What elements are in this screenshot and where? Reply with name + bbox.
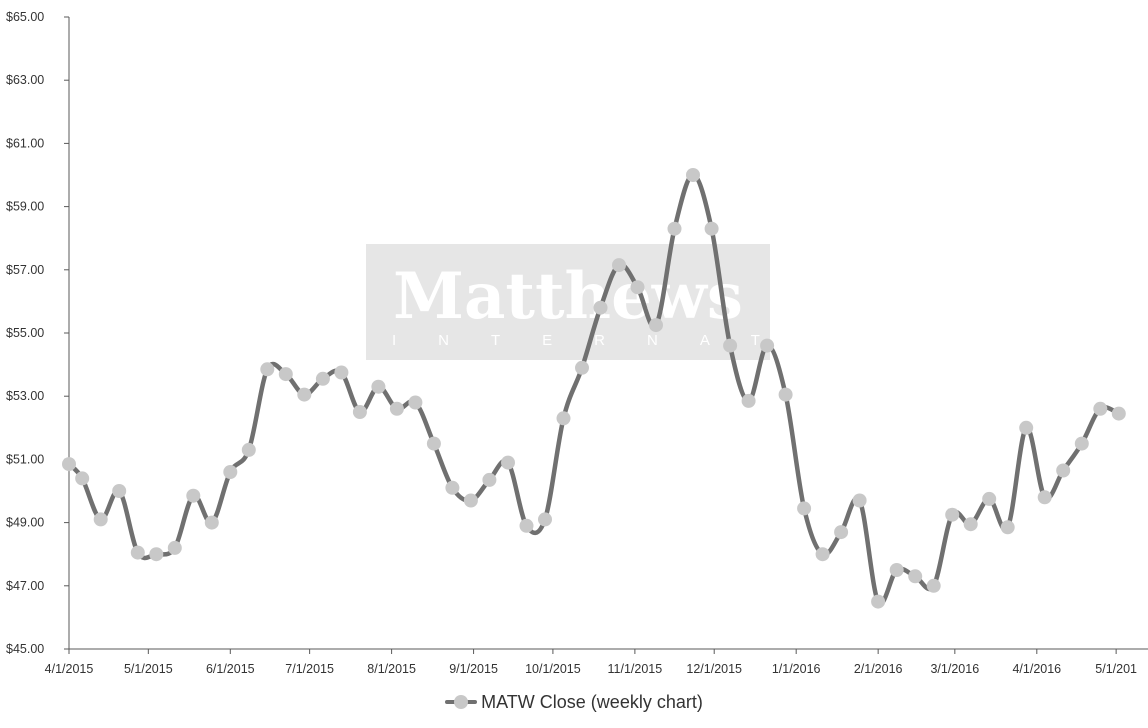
watermark: Matthews INTERNATIONAL [366,244,1057,360]
x-tick-label: 3/1/2016 [930,662,979,676]
y-tick-label: $49.00 [6,516,44,530]
data-point [204,515,219,530]
watermark-logo-subtitle: INTERNATIONAL [392,332,1057,349]
data-point [963,517,978,532]
data-point [315,371,330,386]
x-tick-label: 4/1/2015 [45,662,94,676]
x-tick-label: 6/1/2015 [206,662,255,676]
data-point [889,563,904,577]
y-tick-label: $59.00 [6,200,44,214]
data-point [1093,401,1108,416]
x-tick-label: 10/1/2015 [525,662,581,676]
data-point [241,442,256,457]
y-tick-label: $61.00 [6,136,44,150]
data-point [278,367,293,382]
x-tick-label: 11/1/2015 [608,662,663,676]
data-point [741,393,756,408]
x-tick-label: 7/1/2015 [285,662,334,676]
x-tick-label: 4/1/2016 [1012,662,1061,676]
data-point [186,488,201,503]
data-point [112,484,127,498]
y-tick-label: $53.00 [6,389,44,403]
data-point [519,518,534,533]
data-point [630,280,645,295]
y-tick-label: $65.00 [6,10,44,24]
y-tick-label: $57.00 [6,263,44,277]
data-point [1111,406,1126,421]
series-line-matw-close [66,172,1122,606]
x-tick-label: 2/1/2016 [854,662,903,676]
data-point [371,379,386,394]
legend: MATW Close (weekly chart) [0,688,1148,716]
data-point [389,401,404,416]
y-tick-label: $55.00 [6,326,44,340]
data-point [945,507,960,522]
x-axis-ticks: 4/1/2015 5/1/2015 6/1/2015 7/1/2015 8/1/2015… [45,649,1137,676]
data-point [686,168,700,182]
data-point [334,365,349,380]
watermark-logo-text: Matthews [393,259,743,334]
data-point [704,221,719,236]
data-point [852,493,867,508]
y-tick-label: $51.00 [6,452,44,466]
data-point [352,405,367,419]
data-point [408,395,423,410]
data-point [75,471,90,486]
y-tick-label: $47.00 [6,579,44,593]
y-tick-label: $45.00 [6,642,44,656]
data-point [130,545,145,560]
legend-line-marker-icon [445,695,478,709]
data-point [463,493,478,508]
x-tick-label: 1/1/2016 [772,662,821,676]
data-point [926,578,941,593]
watermark-background [366,244,770,360]
data-point [723,338,738,353]
x-tick-label: 9/1/2015 [449,662,498,676]
data-point [556,411,571,426]
data-point [167,540,182,555]
data-point [297,387,312,402]
y-tick-label: $63.00 [6,73,44,87]
data-point [778,387,793,402]
data-point [501,455,515,470]
data-point [1074,436,1089,451]
data-point [649,318,663,333]
data-point [93,512,108,527]
x-tick-label: 5/1/2015 [124,662,173,676]
data-point [538,512,552,527]
data-point [612,258,626,273]
data-point [223,465,238,479]
data-point [260,362,275,377]
x-tick-label: 5/1/201 [1095,662,1137,676]
data-point [982,491,997,506]
data-point [834,525,849,540]
data-point [593,300,608,315]
x-tick-label: 12/1/2015 [686,662,742,676]
data-point [149,547,164,562]
data-point [667,221,682,236]
data-point [815,547,830,562]
data-point [426,436,441,451]
data-point [908,569,923,584]
data-point [62,457,76,472]
data-point [760,338,775,353]
x-tick-label: 8/1/2015 [367,662,416,676]
data-point [797,501,812,516]
data-point [1019,420,1034,435]
data-point [1037,490,1052,505]
legend-label: MATW Close (weekly chart) [481,691,703,712]
data-point [1000,520,1015,535]
data-points [62,168,1126,609]
y-axis-ticks: $45.00 $47.00 $49.00 $51.00 $53.00 $55.00 $57.… [6,10,69,656]
data-point [445,480,460,495]
data-point [575,360,589,375]
data-point [1056,463,1071,478]
data-point [871,594,886,609]
data-point [482,472,497,487]
